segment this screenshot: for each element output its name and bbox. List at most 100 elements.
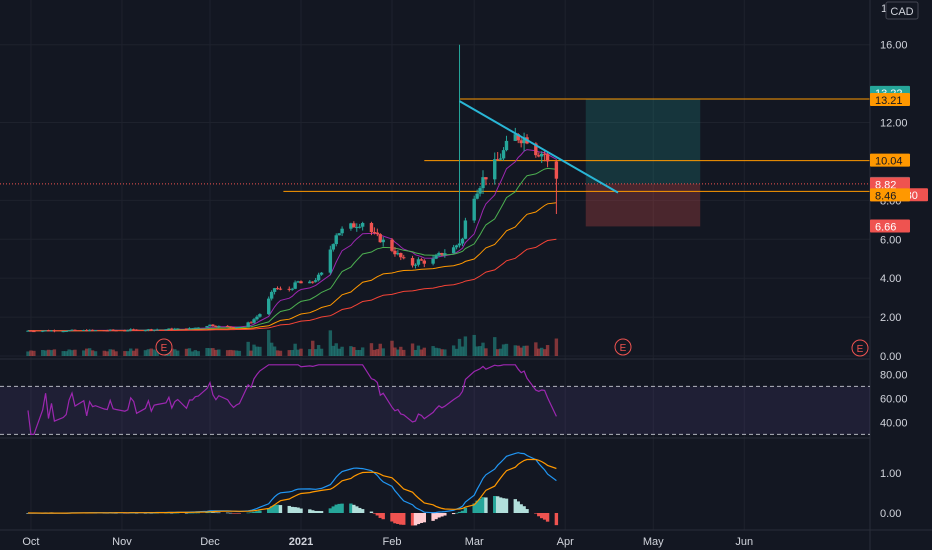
candle-body [61, 331, 65, 333]
candle-body [516, 134, 520, 141]
volume-bar [272, 346, 277, 356]
candle-body [52, 330, 57, 332]
macd-histogram-bar [419, 513, 424, 524]
macd-histogram-bar [484, 497, 488, 513]
macd-histogram-bar [501, 498, 506, 513]
volume-bar [85, 348, 89, 356]
loss-zone[interactable] [585, 183, 701, 227]
candle-body [522, 137, 526, 144]
rsi-pane[interactable] [0, 364, 870, 435]
macd-histogram-bar [231, 513, 236, 514]
volume-bar [173, 349, 177, 356]
candle-body [534, 143, 538, 156]
volume-bar [105, 351, 109, 356]
candle-body [542, 153, 547, 155]
long-position-tool[interactable] [585, 98, 701, 227]
volume-bar [290, 350, 294, 356]
volume-bar [155, 351, 159, 356]
time-tick-label: Oct [22, 536, 39, 548]
candle-body [258, 314, 262, 317]
macd-histogram-bar [360, 509, 365, 513]
volume-bar [131, 350, 136, 356]
volume-bar [252, 344, 256, 356]
macd-histogram-bar [287, 505, 291, 513]
macd-histogram-bar [275, 504, 280, 513]
candle-body [152, 329, 156, 331]
rsi-tick-label: 40.00 [880, 417, 908, 429]
macd-histogram-bar [269, 506, 274, 513]
macd-pane[interactable] [26, 452, 559, 526]
candle-body [545, 154, 550, 162]
volume-bar [493, 337, 497, 356]
volume-bar [52, 349, 57, 356]
earnings-marker[interactable]: E [155, 338, 173, 356]
volume-bar [513, 345, 517, 356]
candle-body [334, 235, 338, 245]
macd-histogram-bar [237, 513, 242, 514]
volume-bar [217, 349, 221, 356]
volume-bar [134, 348, 139, 356]
volume-bar [231, 350, 236, 356]
candle-body [287, 288, 291, 290]
currency-button[interactable]: CAD [885, 1, 919, 20]
time-tick-label: Mar [465, 536, 484, 548]
candle-body [410, 258, 415, 266]
volume-bar [316, 345, 321, 356]
volume-bar [331, 345, 335, 356]
macd-histogram-bar [540, 513, 544, 519]
macd-histogram-bar [481, 497, 485, 513]
macd-histogram-bar [290, 506, 294, 513]
volume-bar [360, 347, 365, 356]
macd-histogram-bar [504, 498, 509, 513]
signal-line[interactable] [28, 458, 557, 514]
volume-bar [126, 351, 130, 356]
macd-histogram-bar [358, 507, 362, 513]
horizontal-levels[interactable] [283, 98, 870, 192]
volume-bar [416, 345, 421, 356]
candle-body [434, 255, 438, 259]
volume-bar [111, 349, 115, 356]
svg-text:E: E [857, 344, 864, 355]
macd-histogram-bar [519, 504, 523, 513]
volume-bar [328, 330, 333, 356]
candle-body [143, 330, 148, 332]
volume-bar [225, 350, 230, 356]
volume-bar [463, 336, 468, 356]
candle-body [378, 234, 382, 243]
macd-histogram-bar [217, 512, 221, 514]
candle-body [252, 319, 256, 323]
macd-histogram-bar [534, 513, 538, 514]
candle-body [87, 329, 92, 332]
candle-body [299, 281, 303, 284]
volume-bar [228, 349, 233, 356]
candle-body [32, 331, 36, 333]
macd-histogram-bar [542, 513, 547, 520]
candle-body [208, 324, 212, 327]
candle-body [255, 316, 259, 320]
volume-bar [422, 347, 426, 356]
volume-bar [375, 349, 380, 356]
candle-body [440, 252, 444, 255]
macd-histogram-bar [299, 508, 303, 513]
macd-histogram-bar [311, 510, 315, 513]
volume-bar [434, 347, 438, 356]
candle-body [493, 159, 497, 180]
descending-trendline[interactable] [459, 100, 619, 194]
candle-body [313, 280, 318, 282]
macd-histogram-bar [463, 507, 468, 513]
earnings-marker[interactable]: E [851, 339, 869, 357]
volume-bar [190, 351, 195, 356]
macd-histogram-bar [225, 512, 230, 514]
volume-bar [313, 349, 318, 356]
rsi-line[interactable] [27, 364, 557, 435]
earnings-marker[interactable]: E [614, 338, 632, 356]
candle-body [360, 223, 365, 227]
time-axis[interactable]: Oct Nov Dec 2021 Feb Mar Apr May Jun [22, 536, 753, 548]
macd-histogram-bar [331, 506, 335, 513]
profit-zone[interactable] [585, 98, 701, 184]
volume-bar [545, 345, 550, 356]
candle-body [228, 326, 233, 328]
candle-body [293, 282, 297, 289]
macd-histogram-bar [208, 512, 212, 513]
